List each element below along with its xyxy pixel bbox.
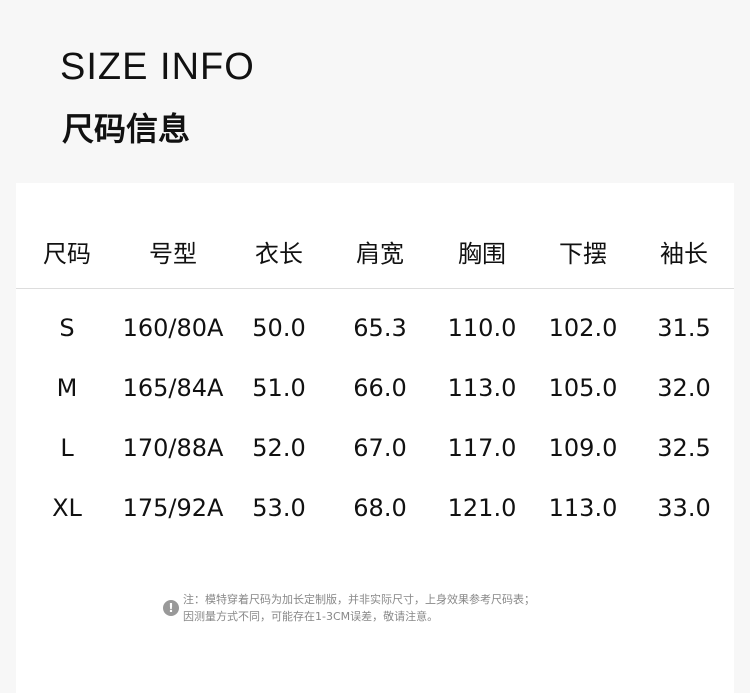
- table-row-cell: 50.0: [252, 314, 306, 342]
- table-row-cell: 109.0: [548, 434, 618, 462]
- size-note: ! 注：模特穿着尺码为加长定制版，并非实际尺寸，上身效果参考尺码表； 因测量方式…: [163, 591, 535, 625]
- table-row-cell: 31.5: [657, 314, 711, 342]
- table-row-cell: 113.0: [548, 494, 618, 522]
- table-row-cell: S: [59, 314, 75, 342]
- header-row-cell: 肩宽: [356, 240, 404, 268]
- exclamation-icon: !: [163, 600, 179, 616]
- table-row: M 165/84A 51.0 66.0 113.0 105.0 32.0: [16, 368, 734, 408]
- header-row: 尺码 号型 衣长 肩宽 胸围 下摆 袖长: [16, 234, 734, 274]
- note-line-2: 因测量方式不同，可能存在1-3CM误差，敬请注意。: [183, 610, 439, 623]
- size-table-card: 尺码 号型 衣长 肩宽 胸围 下摆 袖长 S 160/80A 50.0 65.3 110.0 102.0…: [16, 183, 734, 693]
- header-divider: [16, 288, 734, 289]
- table-row-cell: 53.0: [252, 494, 306, 522]
- note-line-1: 注：模特穿着尺码为加长定制版，并非实际尺寸，上身效果参考尺码表；: [183, 593, 535, 606]
- header-row-cell: 下摆: [559, 240, 607, 268]
- table-row-cell: 121.0: [447, 494, 517, 522]
- table-row-cell: 52.0: [252, 434, 306, 462]
- table-row: S 160/80A 50.0 65.3 110.0 102.0 31.5: [16, 308, 734, 348]
- table-row-cell: XL: [52, 494, 82, 522]
- table-row-cell: 65.3: [353, 314, 407, 342]
- table-row-cell: 117.0: [447, 434, 517, 462]
- header-row-cell: 胸围: [458, 240, 506, 268]
- header-row-cell: 号型: [149, 240, 197, 268]
- table-row-cell: 105.0: [548, 374, 618, 402]
- table-row-cell: 175/92A: [122, 494, 224, 522]
- table-row-cell: 33.0: [657, 494, 711, 522]
- table-row-cell: 170/88A: [122, 434, 224, 462]
- title-chinese: 尺码信息: [62, 110, 191, 148]
- table-row-cell: 165/84A: [122, 374, 224, 402]
- table-row: L 170/88A 52.0 67.0 117.0 109.0 32.5: [16, 428, 734, 468]
- table-row: XL 175/92A 53.0 68.0 121.0 113.0 33.0: [16, 488, 734, 528]
- header-row-cell: 袖长: [660, 240, 708, 268]
- table-row-cell: 68.0: [353, 494, 407, 522]
- table-row-cell: 102.0: [548, 314, 618, 342]
- table-row-cell: 67.0: [353, 434, 407, 462]
- table-row-cell: 160/80A: [122, 314, 224, 342]
- table-row-cell: 66.0: [353, 374, 407, 402]
- header-row-cell: 衣长: [255, 240, 303, 268]
- table-row-cell: M: [56, 374, 78, 402]
- table-row-cell: 110.0: [447, 314, 517, 342]
- table-row-cell: L: [60, 434, 74, 462]
- table-row-cell: 113.0: [447, 374, 517, 402]
- title-english: SIZE INFO: [60, 46, 255, 88]
- header-row-cell: 尺码: [43, 240, 91, 268]
- table-row-cell: 32.0: [657, 374, 711, 402]
- table-row-cell: 51.0: [252, 374, 306, 402]
- table-row-cell: 32.5: [657, 434, 711, 462]
